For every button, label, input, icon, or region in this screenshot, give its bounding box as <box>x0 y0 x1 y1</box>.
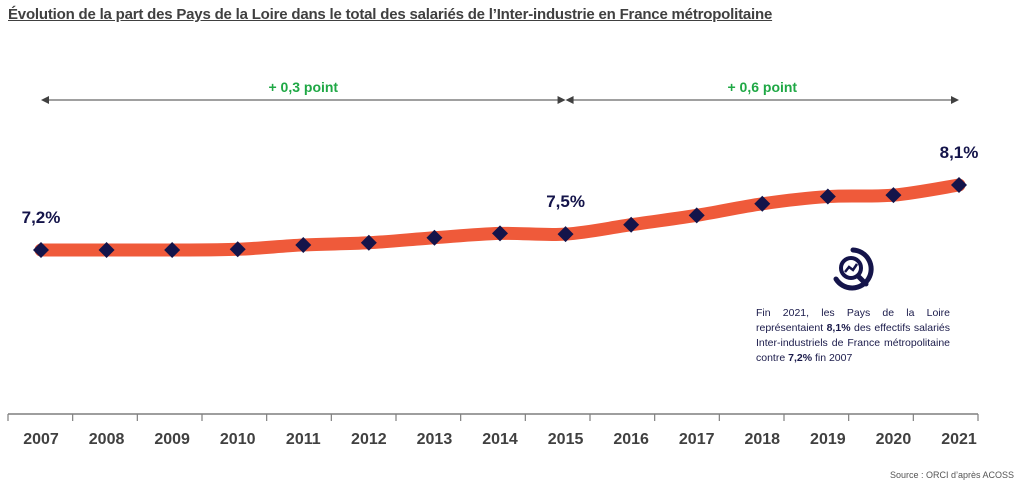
magnifier-chart-icon <box>830 246 876 296</box>
data-point <box>33 242 49 258</box>
arrow-head-right <box>951 96 959 104</box>
x-tick-label: 2017 <box>679 431 715 448</box>
arrow-head-right <box>557 96 566 104</box>
data-point <box>98 242 115 258</box>
x-tick-label: 2009 <box>154 431 190 448</box>
annotation-label: + 0,3 point <box>268 79 338 95</box>
data-point <box>885 187 902 204</box>
data-point <box>360 234 377 251</box>
note-value-2021: 8,1% <box>826 322 851 334</box>
arrow-head-left <box>41 96 49 104</box>
note-text-3: fin 2007 <box>812 352 853 364</box>
data-point <box>688 207 705 224</box>
data-point <box>951 177 967 193</box>
insight-note: Fin 2021, les Pays de la Loire représent… <box>756 306 950 366</box>
note-text-1: Fin 2021, les Pays de la Loire représent… <box>756 307 950 334</box>
x-tick-label: 2013 <box>417 431 453 448</box>
x-tick-label: 2010 <box>220 431 256 448</box>
x-tick-label: 2019 <box>810 431 846 448</box>
data-labels: 7,2% 7,5% 8,1% <box>22 143 979 227</box>
x-axis-ticks: 2007 2008 2009 2010 2011 2012 2013 2014 2015 2016… <box>7 414 979 448</box>
x-tick-label: 2021 <box>941 431 977 448</box>
x-tick-label: 2008 <box>89 431 125 448</box>
data-point <box>754 195 771 212</box>
data-label: 7,5% <box>546 192 585 211</box>
x-tick-label: 2011 <box>286 431 321 448</box>
data-label: 7,2% <box>22 208 61 227</box>
data-point <box>426 229 443 246</box>
x-tick-label: 2018 <box>744 431 780 448</box>
annotation-arrows: + 0,3 point + 0,6 point <box>41 79 959 104</box>
data-point <box>557 226 574 243</box>
arrow-head-left <box>565 96 574 104</box>
series-markers <box>33 177 967 258</box>
x-tick-label: 2014 <box>482 431 518 448</box>
data-label: 8,1% <box>940 143 979 162</box>
data-point <box>164 242 181 258</box>
data-point <box>623 216 640 233</box>
note-value-2007: 7,2% <box>788 352 813 364</box>
x-tick-label: 2015 <box>548 431 584 448</box>
note-text-2: des effectifs salariés Inter-industriels… <box>756 322 951 364</box>
data-point <box>819 188 836 205</box>
x-tick-label: 2020 <box>876 431 912 448</box>
source-note: Source : ORCI d’après ACOSS <box>889 470 1014 480</box>
data-point <box>492 225 508 242</box>
x-tick-label: 2007 <box>23 431 59 448</box>
data-point <box>295 236 312 253</box>
chart-title: Évolution de la part des Pays de la Loir… <box>8 6 773 23</box>
x-tick-label: 2012 <box>351 431 387 448</box>
data-point <box>229 241 246 258</box>
annotation-label: + 0,6 point <box>727 79 797 95</box>
x-tick-label: 2016 <box>613 431 649 448</box>
